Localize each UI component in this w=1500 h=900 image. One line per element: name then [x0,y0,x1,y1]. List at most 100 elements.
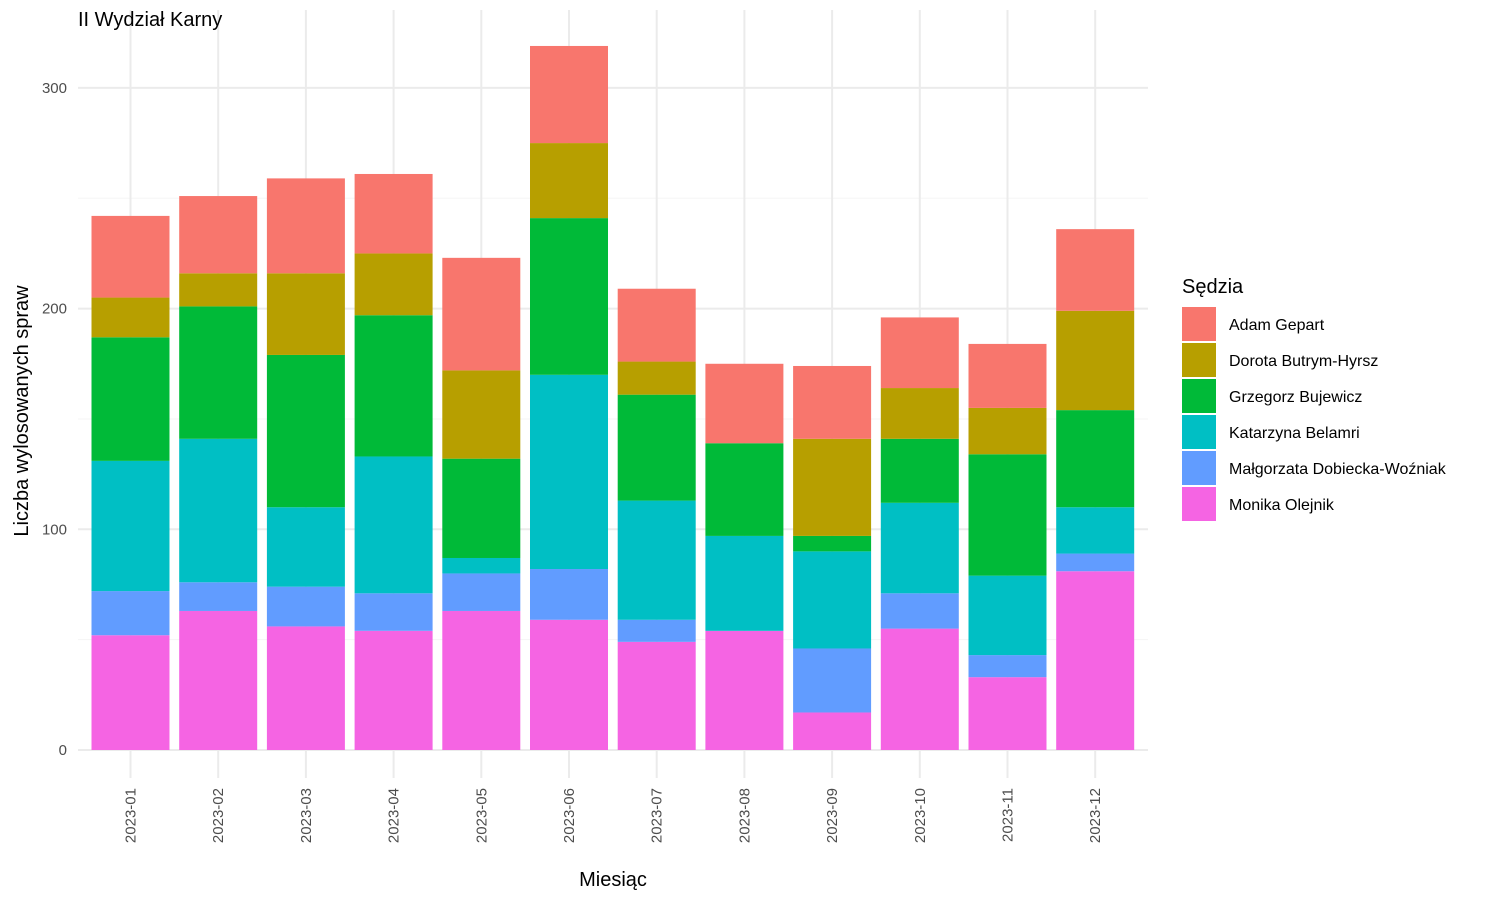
bar-segment [968,343,1047,408]
bar-segment [793,648,872,713]
bar-segment [530,619,608,750]
bar-segment [442,458,521,558]
bar-segment [354,173,433,254]
bar-segment [793,365,872,439]
bar-segment [617,394,696,501]
legend-key [1182,307,1216,341]
x-tick-label: 2023-10 [912,788,929,843]
bar-segment [179,306,258,439]
chart-title: II Wydział Karny [78,9,222,31]
legend-label: Małgorzata Dobiecka-Woźniak [1229,461,1447,478]
bar-segment [442,610,521,750]
x-tick-label: 2023-01 [123,788,140,843]
bar-segment [793,438,872,536]
bar-segment [880,628,959,750]
y-tick-label: 0 [59,742,67,759]
bar-segment [354,253,433,316]
bar-segment [617,619,696,642]
bar-segment [442,257,521,371]
bar-segment [530,569,608,620]
legend-title: Sędzia [1182,276,1244,298]
bar-segment [442,573,521,611]
x-tick-label: 2023-04 [386,788,403,843]
bar-segment [530,143,608,219]
bar-segment [705,630,784,750]
bar-segment [793,712,872,750]
x-tick-label: 2023-06 [561,788,578,843]
bar-segment [1056,410,1135,508]
bar-segment [442,370,521,459]
x-tick-label: 2023-11 [1000,788,1017,842]
bar-segment [179,196,258,274]
bar-segment [179,273,258,307]
bar-segment [530,45,608,144]
bar-segment [705,443,784,536]
bar-segment [793,535,872,552]
bar-segment [266,507,345,587]
legend-label: Katarzyna Belamri [1229,425,1360,442]
y-axis-title: Liczba wylosowanych spraw [11,285,33,537]
bar-segment [530,374,608,570]
x-tick-label: 2023-03 [298,788,315,843]
bar-segment [179,582,258,611]
x-tick-label: 2023-08 [736,788,753,843]
legend: Sędzia Adam Gepart Dorota Butrym-Hyrsz Grz… [1182,276,1447,521]
y-tick-label: 200 [42,301,67,318]
bar-segment [266,586,345,627]
x-tick-label: 2023-05 [473,788,490,843]
bar-segment [880,438,959,503]
legend-key [1182,379,1216,413]
bar-segment [705,535,784,631]
legend-key [1182,451,1216,485]
bar-segment [91,591,170,636]
legend-label: Dorota Butrym-Hyrsz [1229,353,1378,370]
bars [91,45,1135,750]
bar-segment [968,407,1047,455]
legend-label: Adam Gepart [1229,317,1325,334]
bar-segment [968,677,1047,750]
bar-segment [266,178,345,274]
bar-segment [266,354,345,508]
bar-segment [968,655,1047,678]
bar-segment [705,363,784,444]
bar-segment [1056,507,1135,554]
bar-segment [354,593,433,631]
bar-segment [354,456,433,594]
bar-segment [530,218,608,375]
bar-segment [880,593,959,629]
bar-segment [354,630,433,750]
bar-segment [91,297,170,338]
x-tick-label: 2023-09 [824,788,841,843]
bar-segment [1056,571,1135,750]
legend-label: Monika Olejnik [1229,497,1335,514]
bar-segment [617,361,696,395]
legend-key [1182,487,1216,521]
x-tick-label: 2023-02 [210,788,227,843]
bar-segment [880,388,959,439]
bar-segment [179,438,258,583]
y-tick-label: 100 [42,521,67,538]
y-tick-label: 300 [42,80,67,97]
bar-segment [1056,229,1135,311]
x-tick-label: 2023-07 [649,788,666,843]
bar-segment [179,610,258,750]
bar-segment [1056,310,1135,411]
y-tick-labels: 0 100 200 300 [42,80,67,759]
bar-segment [793,551,872,649]
x-tick-label: 2023-12 [1087,788,1104,843]
bar-segment [617,500,696,620]
bar-segment [617,288,696,362]
bar-segment [1056,553,1135,572]
bar-segment [880,502,959,594]
bar-segment [91,337,170,461]
legend-key [1182,415,1216,449]
bar-segment [91,215,170,298]
bar-segment [968,575,1047,656]
bar-segment [880,317,959,389]
bar-segment [91,460,170,592]
x-axis-title: Miesiąc [579,869,647,891]
bar-segment [354,315,433,457]
legend-key [1182,343,1216,377]
